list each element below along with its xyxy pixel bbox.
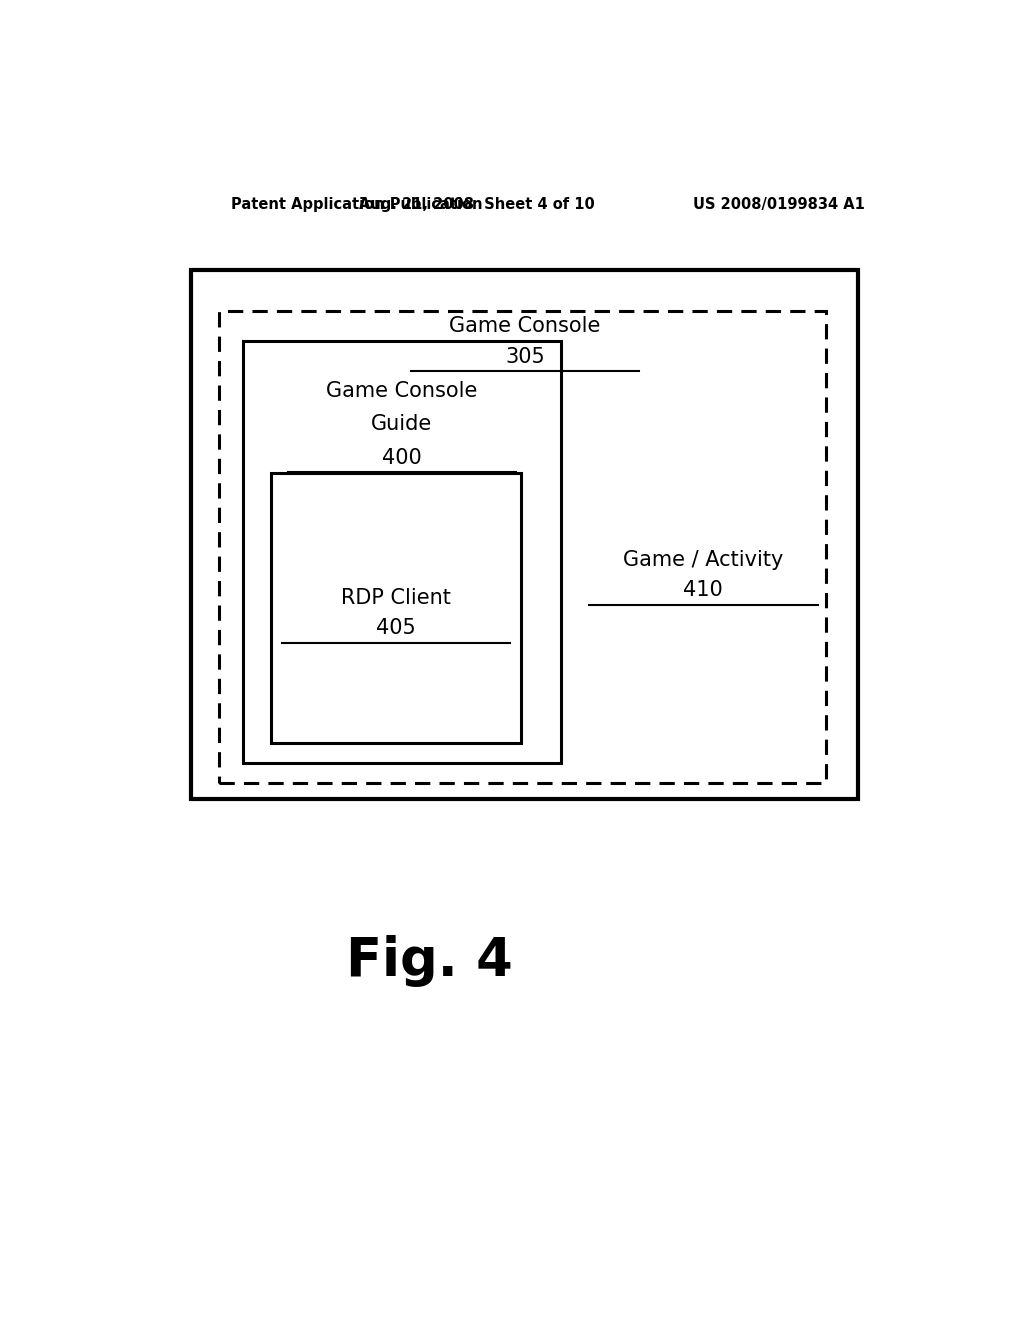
- Text: Game / Activity: Game / Activity: [624, 550, 783, 570]
- Text: Fig. 4: Fig. 4: [346, 936, 513, 987]
- Bar: [219, 312, 826, 784]
- Text: 405: 405: [376, 619, 416, 639]
- Text: Aug. 21, 2008  Sheet 4 of 10: Aug. 21, 2008 Sheet 4 of 10: [359, 197, 595, 211]
- Text: 410: 410: [683, 581, 723, 601]
- Text: Guide: Guide: [371, 414, 432, 434]
- Text: 305: 305: [505, 347, 545, 367]
- Bar: [270, 474, 521, 743]
- Text: Game Console: Game Console: [450, 315, 600, 337]
- Bar: [243, 342, 560, 763]
- Text: 400: 400: [382, 447, 422, 467]
- Text: RDP Client: RDP Client: [341, 587, 451, 609]
- Text: US 2008/0199834 A1: US 2008/0199834 A1: [693, 197, 864, 211]
- Text: Patent Application Publication: Patent Application Publication: [231, 197, 482, 211]
- Text: Game Console: Game Console: [326, 380, 477, 401]
- Bar: [191, 271, 858, 799]
